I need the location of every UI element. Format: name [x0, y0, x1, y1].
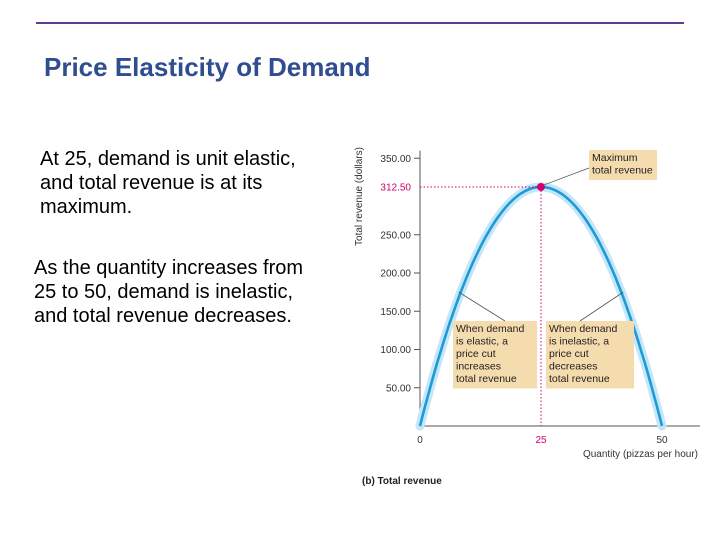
y-tick-label: 250.00	[380, 230, 411, 241]
paragraph-unit-elastic: At 25, demand is unit elastic, and total…	[40, 148, 296, 218]
inelastic-annotation-text: decreases	[549, 361, 597, 373]
x-tick-label: 0	[417, 435, 423, 446]
chart-caption: (b) Total revenue	[362, 476, 442, 487]
elastic-leader-line	[458, 291, 506, 322]
max-annotation-text: Maximum	[592, 152, 638, 164]
top-rule	[36, 22, 684, 24]
labels-layer: 350.00 250.00 200.00 150.00 100.00 50.00 0 50 To…	[354, 147, 698, 487]
max-leader-line	[543, 167, 590, 186]
peak-y-label: 312.50	[380, 182, 411, 193]
paragraph-inelastic: As the quantity increases from 25 to 50,…	[34, 257, 304, 327]
y-tick-label: 350.00	[380, 154, 411, 165]
elastic-annotation-box	[453, 321, 537, 389]
elastic-annotation-text: is elastic, a	[456, 336, 508, 348]
inelastic-annotation-text: price cut	[549, 348, 589, 360]
inelastic-annotation-text: is inelastic, a	[549, 336, 609, 348]
y-tick-label: 100.00	[380, 345, 411, 356]
inelastic-leader-line	[579, 291, 624, 322]
y-tick-label: 50.00	[386, 383, 411, 394]
elastic-annotation-text: price cut	[456, 348, 496, 360]
inelastic-annotation-text: total revenue	[549, 373, 610, 385]
elastic-annotation-text: increases	[456, 361, 501, 373]
y-tick-label: 150.00	[380, 307, 411, 318]
chart-axes	[414, 150, 700, 427]
elastic-annotation-text: total revenue	[456, 373, 517, 385]
x-tick-label: 50	[656, 435, 668, 446]
max-annotation-text: total revenue	[592, 165, 653, 177]
elastic-annotation-text: When demand	[456, 323, 524, 335]
peak-point	[537, 182, 545, 191]
y-axis-label: Total revenue (dollars)	[354, 147, 365, 246]
peak-guides	[420, 182, 545, 426]
x-axis-label: Quantity (pizzas per hour)	[583, 449, 698, 460]
slide-title: Price Elasticity of Demand	[44, 52, 371, 82]
chart-caption-bold: (b) Total revenue	[362, 476, 442, 487]
inelastic-annotation-box	[546, 321, 634, 389]
peak-x-label: 25	[535, 435, 547, 446]
y-tick-label: 200.00	[380, 269, 411, 280]
inelastic-annotation-text: When demand	[549, 323, 617, 335]
max-annotation-box	[589, 150, 657, 180]
